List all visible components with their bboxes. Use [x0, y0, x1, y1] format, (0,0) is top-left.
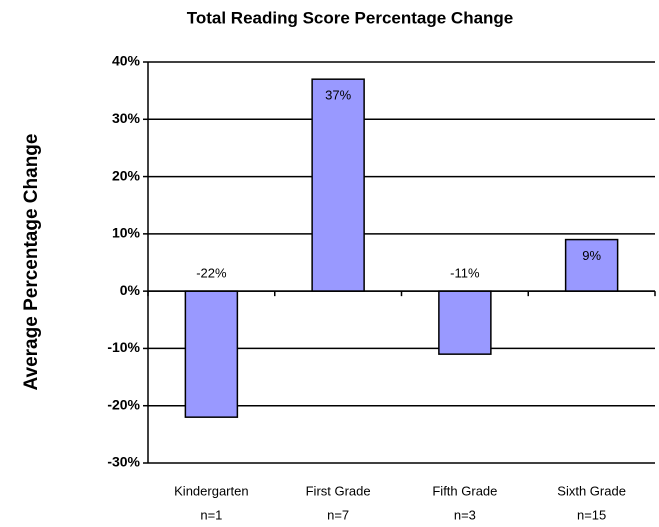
y-tick-label: 30%: [112, 110, 141, 126]
sample-size-label: n=15: [577, 507, 606, 522]
y-tick-label: 40%: [112, 53, 141, 69]
value-label: 37%: [325, 88, 351, 103]
value-label: 9%: [582, 248, 601, 263]
sample-size-label: n=7: [327, 507, 349, 522]
value-label: -11%: [450, 266, 480, 281]
y-tick-label: -20%: [107, 396, 140, 412]
chart-title: Total Reading Score Percentage Change: [187, 8, 514, 27]
bar: [311, 78, 365, 292]
y-tick-label: 10%: [112, 225, 141, 241]
x-tick-label: Sixth Grade: [557, 483, 626, 498]
x-tick-label: Kindergarten: [174, 483, 248, 498]
y-tick-label: 0%: [120, 282, 141, 298]
bar: [184, 290, 239, 418]
sample-size-label: n=3: [454, 507, 476, 522]
y-axis-label: Average Percentage Change: [21, 134, 42, 391]
value-label: -22%: [196, 266, 227, 281]
y-tick-label: -30%: [107, 454, 140, 470]
x-tick-label: Fifth Grade: [432, 483, 497, 498]
bar: [438, 290, 492, 355]
y-tick-label: -10%: [107, 339, 140, 355]
sample-size-label: n=1: [200, 507, 222, 522]
y-tick-label: 20%: [112, 167, 141, 183]
x-tick-label: First Grade: [306, 483, 371, 498]
